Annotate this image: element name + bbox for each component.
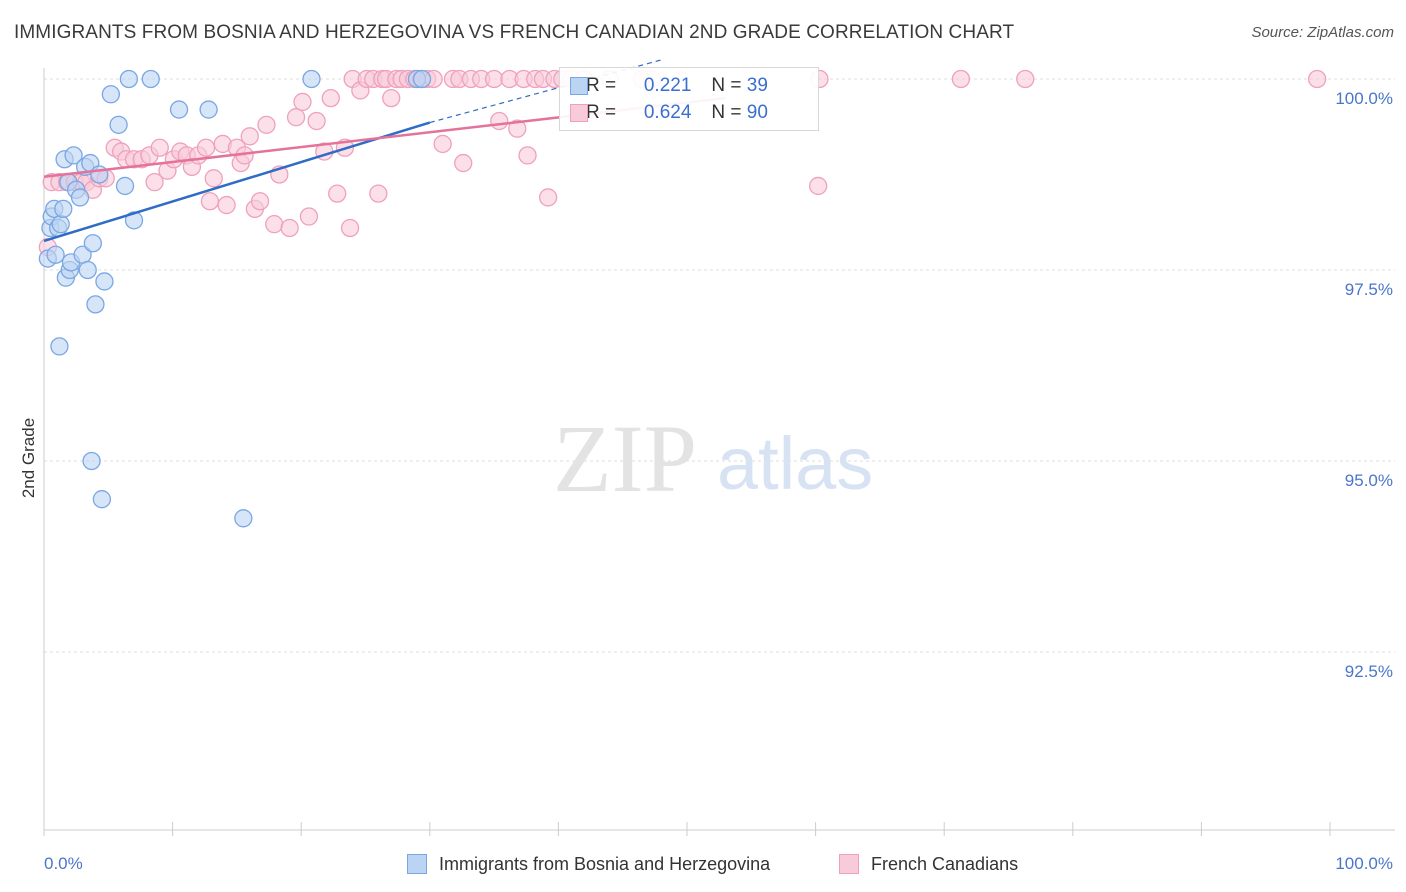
data-point: [201, 193, 218, 210]
data-point: [117, 177, 134, 194]
data-point: [200, 101, 217, 118]
legend-n-value: 39: [747, 75, 768, 97]
legend-n-value: 90: [747, 102, 768, 124]
data-point: [198, 139, 215, 156]
data-point: [47, 246, 64, 263]
legend-r-value: 0.624: [621, 102, 691, 124]
data-point: [142, 71, 159, 88]
legend-n-label: N =: [711, 75, 741, 97]
legend-row-french-canadians: R = 0.624 N = 90: [586, 100, 768, 126]
legend-swatch-pink: [570, 104, 588, 122]
data-point: [329, 185, 346, 202]
bottom-legend-bosnia: Immigrants from Bosnia and Herzegovina: [407, 851, 770, 877]
y-axis-title: 2nd Grade: [19, 418, 38, 498]
legend-r-label: R =: [586, 102, 616, 124]
data-point: [1017, 71, 1034, 88]
data-point: [810, 177, 827, 194]
correlation-legend: R = 0.221 N = 39 R = 0.624 N = 90: [559, 67, 819, 131]
legend-row-bosnia: R = 0.221 N = 39: [586, 73, 768, 99]
data-point: [102, 86, 119, 103]
y-tick-label: 97.5%: [1345, 280, 1393, 299]
data-point: [87, 296, 104, 313]
data-point: [110, 116, 127, 133]
legend-r-label: R =: [586, 75, 616, 97]
data-point: [266, 216, 283, 233]
scatter-chart: ZIP atlas 100.0% 97.5% 95.0% 92.5% 0.0% 100.0…: [0, 0, 1406, 892]
data-point: [79, 262, 96, 279]
data-point: [235, 510, 252, 527]
data-point: [252, 193, 269, 210]
bottom-legend-swatch-pink: [839, 854, 859, 874]
legend-n-label: N =: [711, 102, 741, 124]
data-point: [84, 235, 101, 252]
x-tick-label-start: 0.0%: [44, 854, 83, 873]
data-point: [51, 338, 68, 355]
bottom-legend-label: French Canadians: [871, 854, 1018, 875]
data-point: [218, 197, 235, 214]
data-point: [1309, 71, 1326, 88]
legend-swatch-blue: [570, 77, 588, 95]
bottom-legend-french-canadians: French Canadians: [839, 851, 1018, 877]
data-point: [434, 135, 451, 152]
data-point: [55, 200, 72, 217]
data-point: [303, 71, 320, 88]
data-point: [486, 71, 503, 88]
data-point: [241, 128, 258, 145]
bottom-legend-swatch-blue: [407, 854, 427, 874]
data-point: [120, 71, 137, 88]
data-point: [288, 109, 305, 126]
data-point: [370, 185, 387, 202]
data-point: [519, 147, 536, 164]
data-point: [258, 116, 275, 133]
data-point: [308, 113, 325, 130]
data-point: [151, 139, 168, 156]
legend-r-value: 0.221: [621, 75, 691, 97]
y-tick-label: 100.0%: [1335, 89, 1393, 108]
data-point: [540, 189, 557, 206]
data-point: [96, 273, 113, 290]
data-point: [414, 71, 431, 88]
data-point: [383, 90, 400, 107]
watermark-atlas: atlas: [717, 422, 873, 505]
data-point: [93, 491, 110, 508]
data-point: [294, 93, 311, 110]
y-tick-label: 92.5%: [1345, 662, 1393, 681]
data-point: [52, 216, 69, 233]
data-point: [455, 155, 472, 172]
y-tick-label: 95.0%: [1345, 471, 1393, 490]
data-point: [205, 170, 222, 187]
data-point: [342, 219, 359, 236]
data-point: [281, 219, 298, 236]
data-point: [491, 113, 508, 130]
data-point: [322, 90, 339, 107]
data-point: [952, 71, 969, 88]
watermark-zip: ZIP: [553, 405, 697, 512]
bottom-legend-label: Immigrants from Bosnia and Herzegovina: [439, 854, 770, 875]
data-point: [83, 453, 100, 470]
data-point: [171, 101, 188, 118]
data-point: [72, 189, 89, 206]
data-point: [300, 208, 317, 225]
x-tick-label-end: 100.0%: [1335, 854, 1393, 873]
